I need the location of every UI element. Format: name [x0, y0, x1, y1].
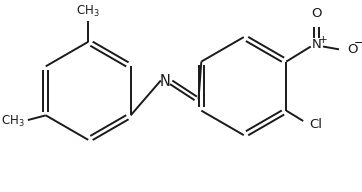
Text: O: O	[311, 7, 322, 20]
Text: O: O	[348, 43, 358, 56]
Text: CH$_3$: CH$_3$	[76, 4, 100, 19]
Text: N: N	[312, 38, 321, 51]
Text: −: −	[354, 36, 362, 49]
Text: CH$_3$: CH$_3$	[1, 113, 25, 129]
Text: N: N	[160, 74, 171, 89]
Text: Cl: Cl	[309, 118, 322, 131]
Text: +: +	[319, 35, 327, 45]
